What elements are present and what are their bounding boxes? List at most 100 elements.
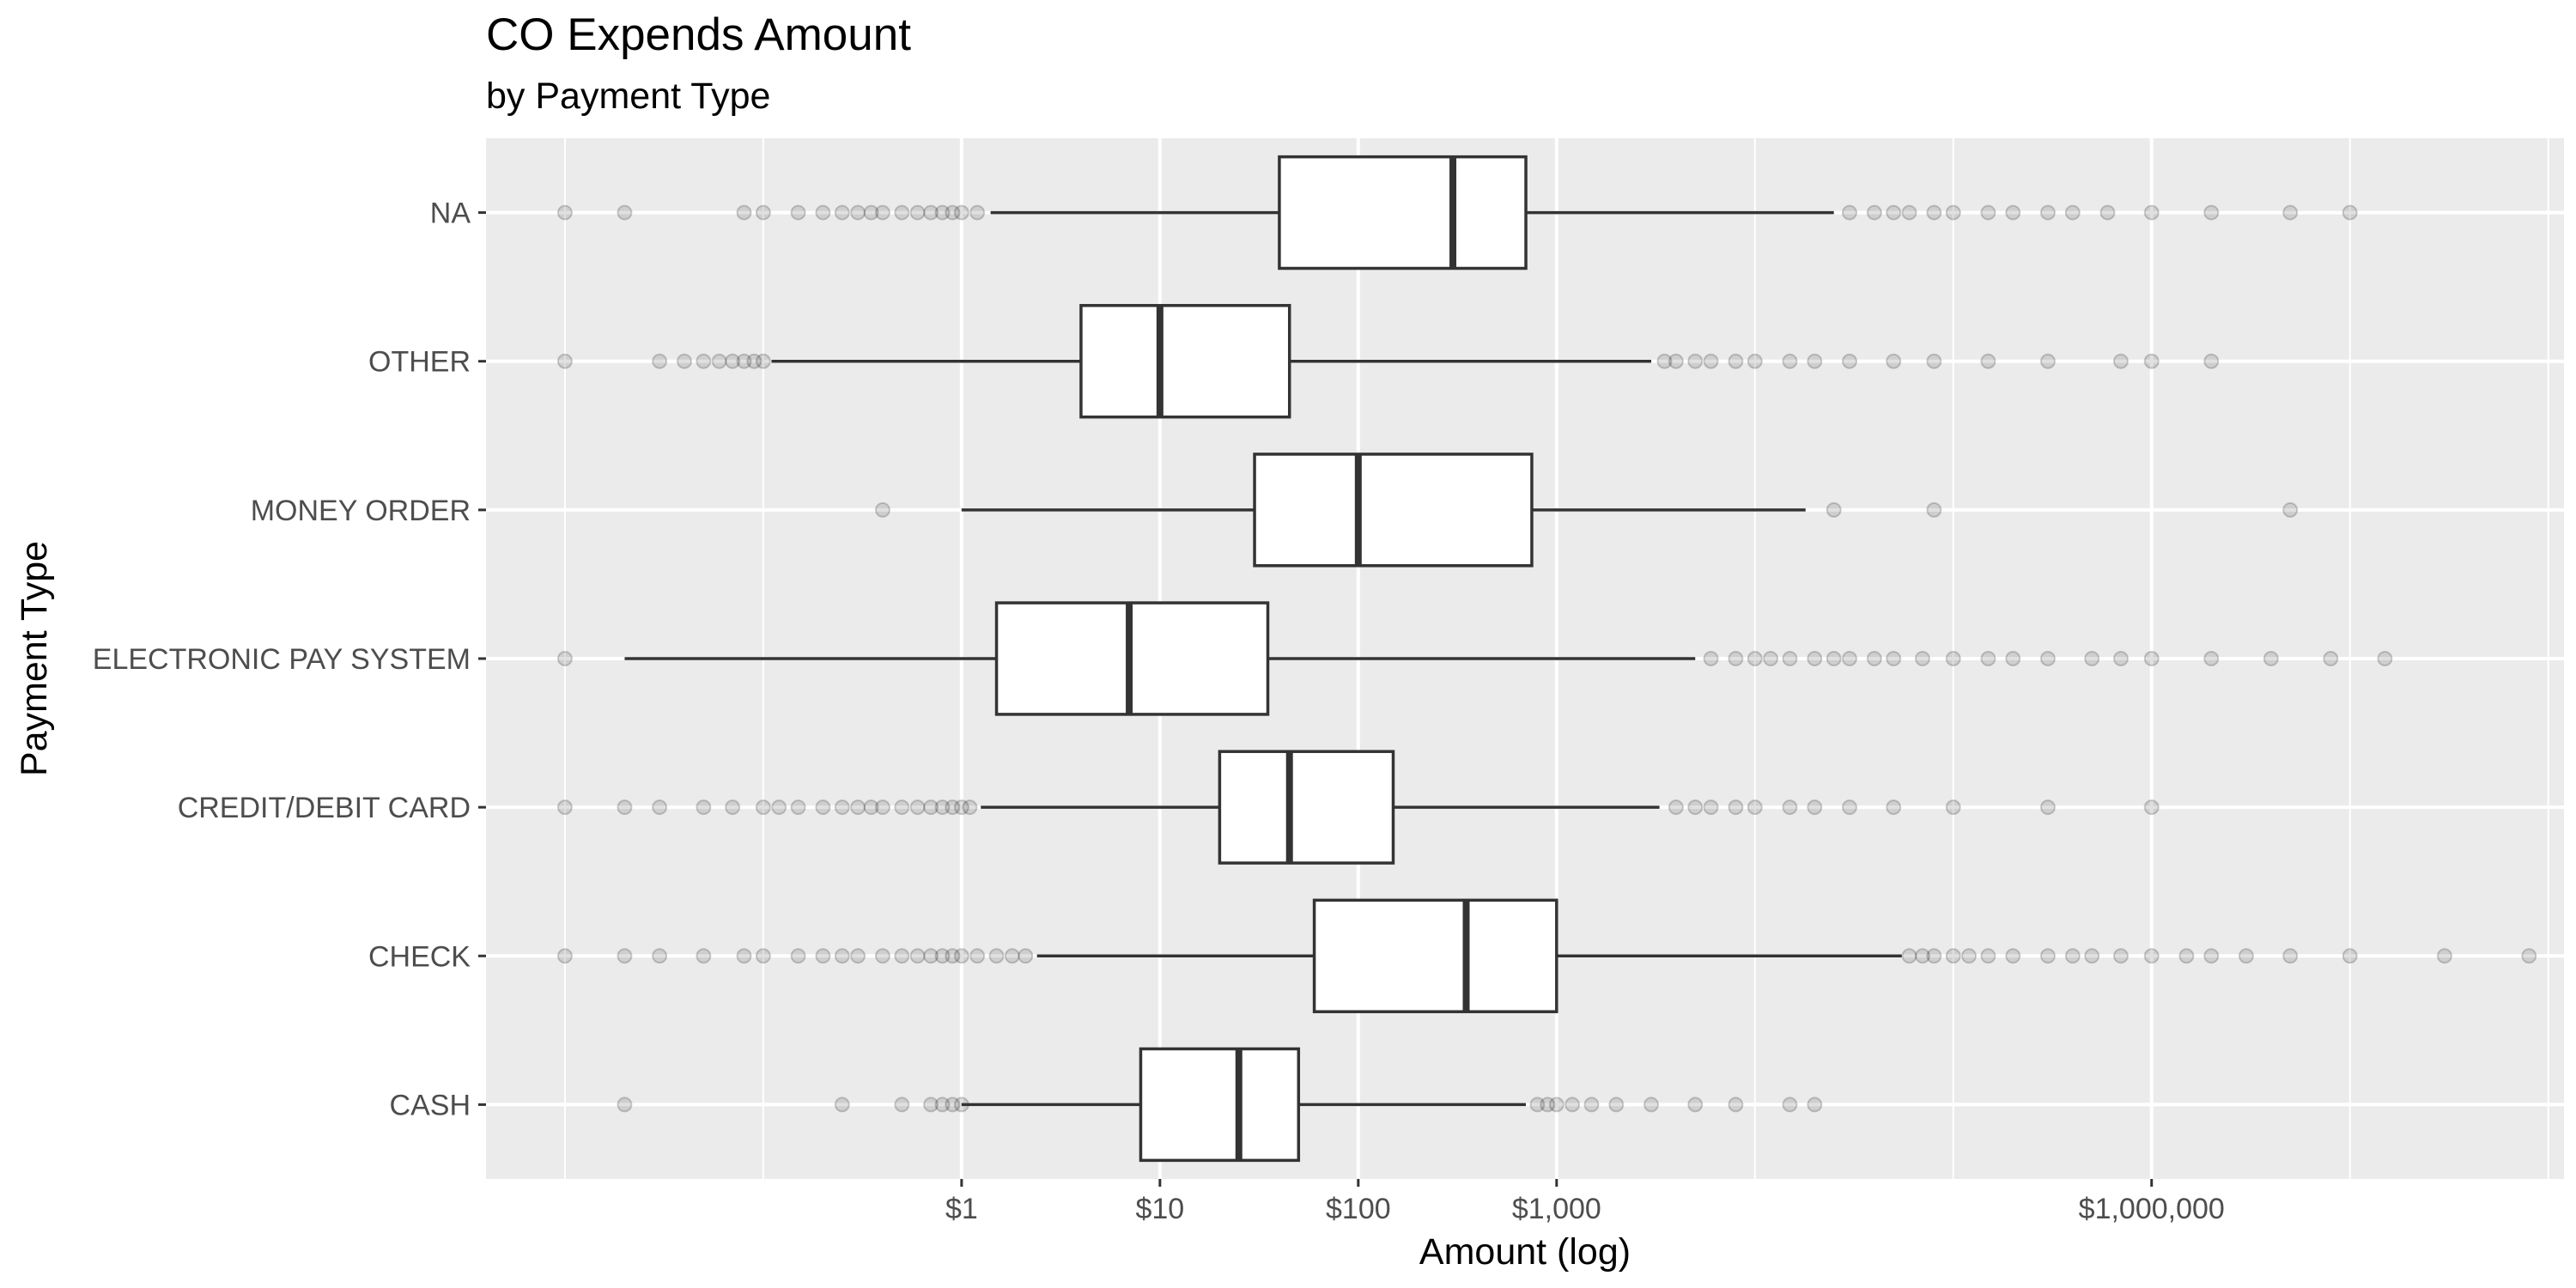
outlier-point — [815, 948, 831, 964]
outlier-point — [894, 948, 910, 964]
outlier-point — [894, 204, 910, 221]
outlier-point — [696, 799, 712, 816]
box-iqr — [1278, 155, 1528, 270]
y-tick-label: NA — [430, 197, 471, 230]
boxes — [556, 155, 2537, 1163]
outlier-point — [1945, 948, 1961, 964]
box-na — [556, 155, 2358, 270]
outlier-point — [2342, 948, 2358, 964]
y-tick-label: OTHER — [368, 346, 471, 379]
outlier-point — [755, 948, 771, 964]
outlier-point — [2143, 204, 2160, 221]
box-other — [556, 304, 2220, 419]
outlier-point — [909, 204, 926, 221]
outlier-point — [556, 799, 573, 816]
outlier-point — [815, 204, 831, 221]
outlier-point — [934, 204, 951, 221]
box-iqr — [1253, 453, 1534, 568]
outlier-point — [909, 799, 926, 816]
outlier-point — [1687, 1097, 1704, 1113]
outlier-point — [2039, 353, 2056, 369]
outlier-point — [652, 353, 668, 369]
outlier-point — [2039, 948, 2056, 964]
outlier-point — [945, 204, 961, 221]
outlier-point — [2143, 799, 2160, 816]
outlier-point — [834, 204, 850, 221]
outlier-point — [2143, 651, 2160, 666]
outlier-point — [1782, 1097, 1798, 1113]
outlier-point — [934, 1097, 951, 1113]
outlier-point — [617, 204, 633, 221]
outlier-point — [894, 799, 910, 816]
box-iqr — [1312, 898, 1558, 1013]
outlier-point — [755, 353, 771, 369]
y-axis: NA OTHER MONEY ORDER ELECTRONIC PAY SYSTEM C… — [93, 197, 486, 1121]
outlier-point — [652, 948, 668, 964]
outlier-point — [2203, 948, 2220, 964]
outlier-point — [1807, 1097, 1823, 1113]
outlier-point — [1728, 1097, 1744, 1113]
outlier-point — [2112, 651, 2129, 666]
outlier-point — [617, 1097, 633, 1113]
outlier-point — [676, 353, 692, 369]
outlier-point — [736, 353, 752, 369]
outlier-point — [2099, 204, 2116, 221]
outlier-point — [736, 948, 752, 964]
outlier-point — [1866, 204, 1882, 221]
outlier-point — [617, 799, 633, 816]
outlier-point — [2064, 204, 2081, 221]
outlier-point — [1747, 353, 1763, 369]
outlier-point — [934, 948, 951, 964]
outlier-point — [2005, 948, 2021, 964]
outlier-point — [1668, 353, 1684, 369]
outlier-point — [1841, 204, 1857, 221]
outlier-point — [988, 948, 1005, 964]
outlier-point — [2323, 651, 2339, 666]
outlier-point — [556, 353, 573, 369]
outlier-point — [923, 948, 939, 964]
outlier-point — [1540, 1097, 1556, 1113]
outlier-point — [1564, 1097, 1581, 1113]
outlier-point — [755, 204, 771, 221]
outlier-point — [1668, 799, 1684, 816]
outlier-point — [1926, 204, 1942, 221]
outlier-point — [834, 948, 850, 964]
box-iqr — [1218, 750, 1395, 865]
outlier-point — [863, 799, 879, 816]
box-cash — [617, 1047, 1823, 1163]
box-iqr — [1139, 1047, 1301, 1163]
outlier-point — [1687, 799, 1704, 816]
outlier-point — [1980, 204, 1996, 221]
outlier-point — [2521, 948, 2537, 964]
outlier-point — [945, 799, 961, 816]
outlier-point — [874, 799, 890, 816]
outlier-point — [556, 948, 573, 964]
outlier-point — [969, 948, 986, 964]
outlier-point — [1807, 353, 1823, 369]
x-tick-label: $1,000,000 — [2079, 1193, 2225, 1225]
outlier-point — [696, 948, 712, 964]
outlier-point — [1901, 948, 1917, 964]
outlier-point — [1945, 651, 1961, 666]
outlier-point — [962, 799, 978, 816]
outlier-point — [2112, 353, 2129, 369]
y-tick-label: MONEY ORDER — [251, 495, 471, 527]
y-tick-label: CHECK — [368, 940, 471, 973]
outlier-point — [1886, 353, 1902, 369]
y-tick-label: CASH — [390, 1089, 471, 1121]
outlier-point — [755, 799, 771, 816]
outlier-point — [790, 799, 806, 816]
outlier-point — [1926, 948, 1942, 964]
outlier-point — [1703, 799, 1719, 816]
outlier-point — [1782, 651, 1798, 666]
outlier-point — [2112, 948, 2129, 964]
outlier-point — [1608, 1097, 1625, 1113]
outlier-point — [874, 204, 890, 221]
outlier-point — [1807, 651, 1823, 666]
outlier-point — [850, 948, 866, 964]
outlier-point — [1728, 353, 1744, 369]
outlier-point — [736, 204, 752, 221]
outlier-point — [2005, 204, 2021, 221]
outlier-point — [1687, 353, 1704, 369]
outlier-point — [2178, 948, 2195, 964]
